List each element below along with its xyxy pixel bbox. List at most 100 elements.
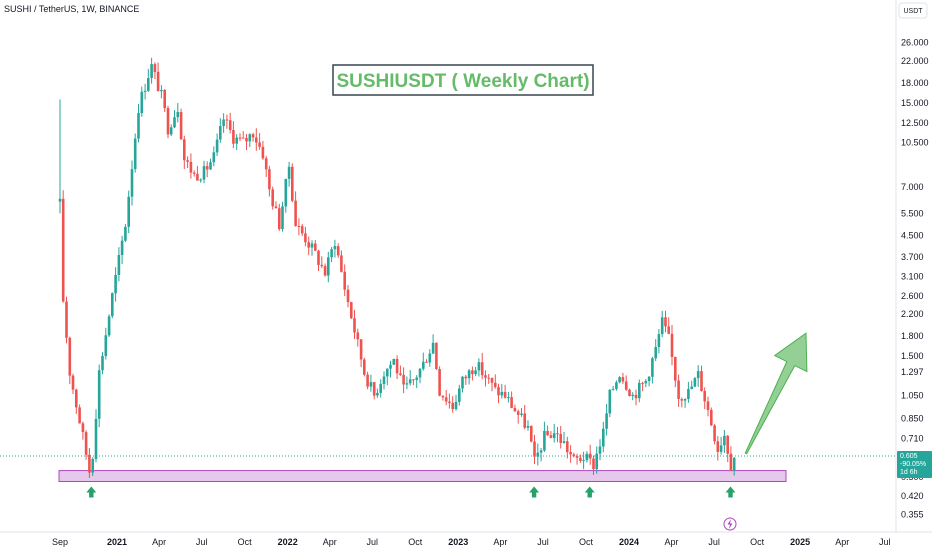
candle-body [700, 371, 703, 391]
candle-body [461, 376, 464, 389]
candle-body [359, 339, 363, 360]
candle-body [549, 435, 553, 438]
candle-body [667, 326, 670, 334]
candle-body [209, 162, 212, 170]
candle-body [539, 450, 543, 453]
currency-badge[interactable]: USDT [898, 2, 928, 19]
candle-body [595, 453, 598, 470]
candle-body [526, 425, 530, 428]
candle-body [660, 317, 664, 335]
candle-body [467, 370, 471, 379]
up-arrow-icon [86, 486, 97, 498]
candle-body [215, 139, 219, 153]
candle-body [598, 446, 602, 454]
candle-body [677, 380, 680, 399]
candle-body [310, 243, 314, 248]
candle-body [160, 90, 163, 92]
candle-body [641, 382, 644, 384]
bullish-forecast-arrow[interactable] [744, 332, 808, 455]
current-price-label: 0.605 -90.05% 1d 6h [897, 451, 932, 478]
candle-body [523, 413, 526, 428]
candle-body [683, 399, 687, 401]
candle-body [78, 407, 81, 424]
candle-body [628, 389, 631, 396]
candle-body [546, 431, 549, 436]
candle-body [107, 316, 111, 336]
candle-body [592, 458, 595, 470]
time-tick-label: Apr [493, 537, 507, 547]
bar-countdown: 1d 6h [900, 469, 918, 476]
candle-body [235, 137, 238, 144]
time-tick-label: Oct [579, 537, 594, 547]
candle-body [366, 374, 369, 387]
candle-body [111, 293, 114, 317]
time-axis[interactable]: Sep 2021 Apr Jul Oct 2022 Apr Jul Oct 2023 Apr Jul O… [52, 537, 891, 547]
candle-body [513, 407, 517, 412]
price-tick-label: 26.000 [901, 38, 929, 48]
candle-body [114, 275, 117, 294]
candle-body [520, 413, 523, 415]
price-tick-label: 10.500 [901, 137, 929, 147]
candle-body [245, 138, 248, 142]
candle-body [566, 441, 569, 453]
candle-body [291, 166, 294, 201]
candle-body [444, 397, 448, 402]
candle-body [428, 353, 432, 363]
candle-body [425, 361, 428, 363]
time-tick-label: 2025 [790, 537, 810, 547]
candle-body [729, 453, 733, 471]
price-tick-label: 7.000 [901, 182, 924, 192]
candle-body [228, 120, 232, 130]
candle-body [382, 376, 386, 384]
candle-body [585, 453, 589, 461]
time-tick-label: 2023 [448, 537, 468, 547]
candle-body [723, 435, 726, 446]
price-tick-label: 22.000 [901, 56, 929, 66]
candle-body [631, 394, 634, 397]
candle-body [611, 389, 615, 391]
candle-body [343, 271, 346, 290]
symbol-header[interactable]: SUSHI / TetherUS, 1W, BINANCE [4, 4, 139, 14]
title-annotation[interactable]: SUSHIUSDT ( Weekly Chart) [332, 64, 594, 96]
candle-body [192, 172, 196, 174]
candle-body [500, 391, 504, 396]
time-tick-label: Oct [238, 537, 253, 547]
price-tick-label: 2.600 [901, 291, 924, 301]
current-price-value: 0.605 [900, 453, 918, 460]
price-tick-label: 1.500 [901, 351, 924, 361]
candle-body [88, 454, 91, 473]
candle-body [435, 342, 438, 370]
candle-body [602, 428, 605, 447]
candle-body [179, 112, 183, 140]
candle-body [674, 356, 677, 381]
candle-body [418, 368, 422, 378]
price-tick-label: 0.420 [901, 491, 924, 501]
candle-body [307, 242, 310, 248]
candle-body [268, 169, 271, 190]
candle-body [369, 382, 373, 387]
candle-body [474, 370, 477, 375]
candle-body [530, 425, 533, 442]
up-arrow-icon [584, 486, 595, 498]
candle-body [183, 139, 186, 161]
lightning-icon[interactable] [723, 517, 737, 531]
candle-body [719, 445, 723, 452]
candle-body [147, 78, 150, 91]
candle-body [330, 249, 333, 258]
price-axis[interactable]: 26.000 22.000 18.000 15.000 12.500 10.500 7.00… [901, 38, 929, 520]
price-tick-label: 2.200 [901, 309, 924, 319]
candle-body [408, 379, 412, 384]
candle-body [241, 137, 245, 139]
candle-body [582, 460, 585, 462]
support-zone[interactable] [58, 470, 787, 483]
candle-body [320, 264, 324, 267]
current-price-change: -90.05% [900, 461, 926, 468]
candle-body [497, 387, 500, 396]
candle-body [304, 233, 307, 243]
candle-body [222, 119, 225, 127]
up-arrow-icon [725, 486, 736, 498]
candle-body [143, 90, 147, 92]
candle-body [169, 127, 173, 135]
candle-body [431, 342, 435, 354]
